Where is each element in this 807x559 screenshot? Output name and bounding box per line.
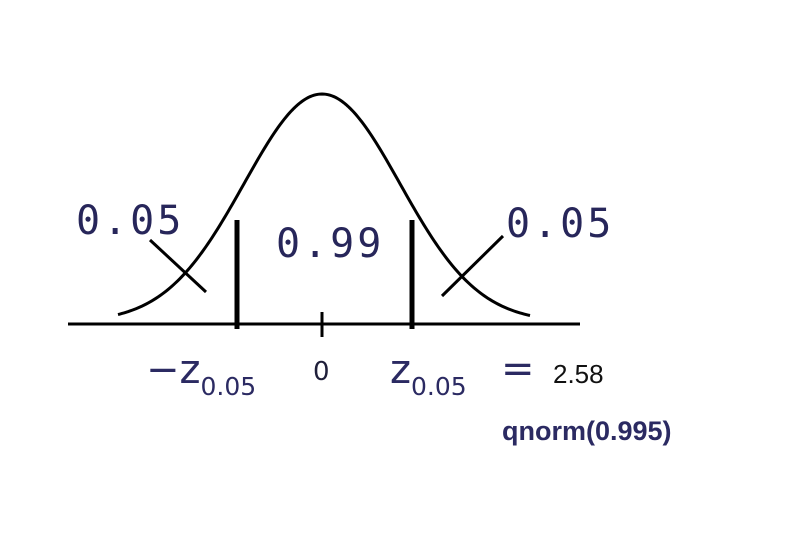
left-tail-area-label: 0.05 <box>76 198 185 244</box>
critical-value: 2.58 <box>553 359 604 389</box>
equals-sign: = <box>501 346 535 392</box>
negative-z-subscript: 0.05 <box>200 372 257 401</box>
negative-z-label: −z0.05 <box>146 347 256 399</box>
right-tail-area-label: 0.05 <box>506 201 615 247</box>
zero-label: 0 <box>313 357 330 387</box>
positive-z-symbol: z <box>390 347 411 393</box>
qnorm-function-label: qnorm(0.995) <box>502 416 672 446</box>
center-area-label: 0.99 <box>276 221 385 267</box>
left-tail-pointer <box>148 238 208 294</box>
right-tail-pointer <box>440 234 505 298</box>
positive-z-label: z0.05 <box>390 347 467 399</box>
negative-z-symbol: −z <box>146 347 201 393</box>
positive-z-subscript: 0.05 <box>411 372 467 401</box>
